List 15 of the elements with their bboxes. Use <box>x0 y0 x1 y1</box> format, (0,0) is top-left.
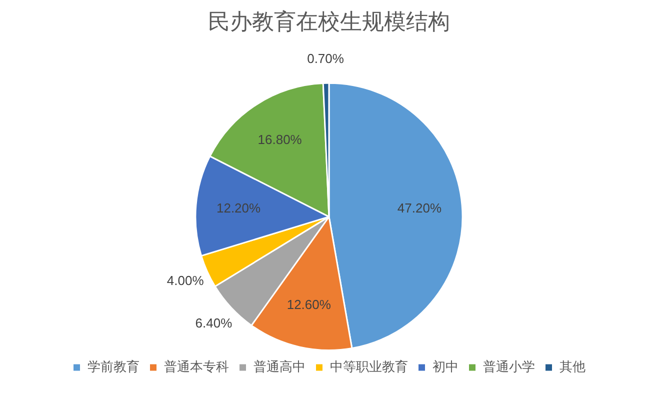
data-label: 12.60% <box>286 296 332 312</box>
data-label: 16.80% <box>258 132 302 147</box>
data-label: 12.20% <box>216 200 262 216</box>
data-label: 4.00% <box>166 272 204 288</box>
data-label: 6.40% <box>195 316 233 331</box>
legend-label: 初中 <box>432 360 458 375</box>
legend-label: 学前教育 <box>87 358 140 375</box>
data-label: 0.70% <box>307 50 344 66</box>
legend-label: 中等职业教育 <box>330 358 408 375</box>
legend-label: 普通高中 <box>253 358 306 375</box>
data-label: 47.20% <box>397 200 442 216</box>
chart-title: 民办教育在校生规模结构 <box>208 8 450 35</box>
legend-label: 普通小学 <box>482 358 535 375</box>
legend-label: 普通本专科 <box>164 358 229 375</box>
legend-label: 其他 <box>559 360 586 375</box>
